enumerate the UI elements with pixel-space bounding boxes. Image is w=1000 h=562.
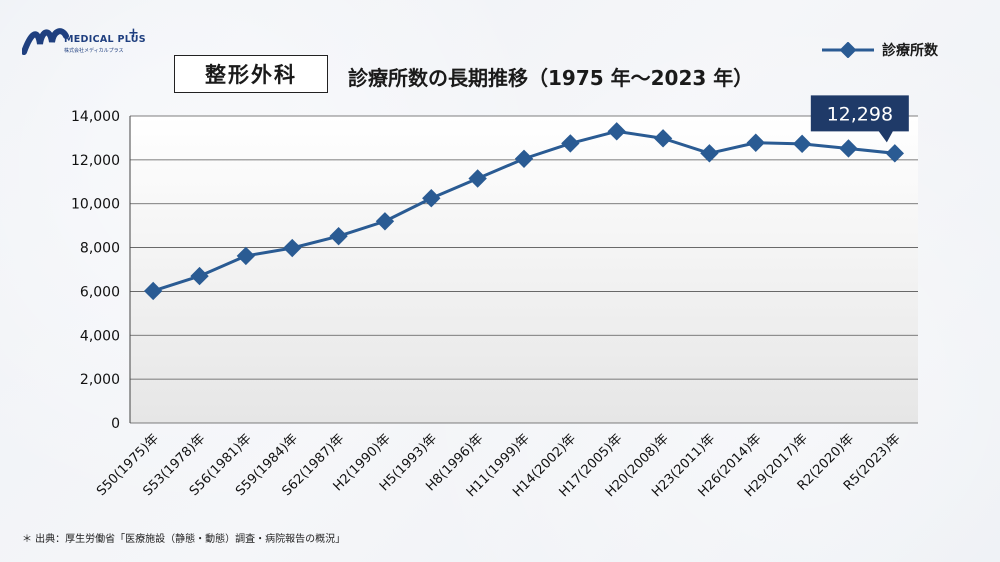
data-point-marker <box>375 212 395 231</box>
data-point-marker <box>607 122 626 141</box>
y-tick-label: 6,000 <box>80 284 120 300</box>
medical-plus-logo <box>22 28 69 55</box>
data-point-marker <box>700 144 719 163</box>
specialty-label: 整形外科 <box>174 55 328 93</box>
value-callout: 12,298 <box>810 95 909 143</box>
legend-line-marker-icon <box>822 42 874 58</box>
data-point-marker <box>468 169 487 188</box>
logo-plus-mark: + <box>128 26 139 41</box>
data-point-marker <box>839 139 858 158</box>
legend: 診療所数 <box>820 40 938 60</box>
y-tick-label: 0 <box>111 416 120 432</box>
logo-subtitle: 株式会社メディカルプラス <box>64 48 124 54</box>
y-tick-label: 12,000 <box>71 153 120 169</box>
x-axis-ticks: S50(1975)年S53(1978)年S56(1981)年S59(1984)年… <box>94 431 904 500</box>
y-tick-label: 14,000 <box>71 109 120 125</box>
data-point-marker <box>283 238 302 258</box>
callout-value: 12,298 <box>827 103 893 125</box>
data-point-marker <box>885 144 905 163</box>
grid-lines <box>129 115 918 424</box>
data-point-marker <box>236 246 256 266</box>
y-tick-label: 8,000 <box>80 241 120 257</box>
data-point-marker <box>329 226 348 246</box>
data-point-marker <box>561 134 580 153</box>
data-point-marker <box>514 149 534 168</box>
series-layer <box>143 122 905 301</box>
data-point-marker <box>653 129 673 148</box>
data-point-marker <box>792 134 812 154</box>
data-point-marker <box>746 133 765 152</box>
y-axis-ticks: 0 2,000 4,000 6,000 8,000 10,000 12,000 14,000 <box>71 109 120 432</box>
source-note: ＊ 出典：厚生労働省「医療施設（静態・動態）調査・病院報告の概況」 <box>22 534 346 545</box>
data-point-marker <box>422 189 441 208</box>
legend-label: 診療所数 <box>882 43 938 59</box>
data-point-marker <box>190 266 209 286</box>
y-tick-label: 10,000 <box>71 197 120 213</box>
callout-box <box>810 95 909 143</box>
y-tick-label: 2,000 <box>80 372 120 388</box>
logo-brand-name: MEDICAL PLUS <box>64 34 146 45</box>
data-point-marker <box>143 281 163 301</box>
y-tick-label: 4,000 <box>80 328 120 344</box>
chart-title: 診療所数の長期推移（1975 年～2023 年） <box>348 66 754 90</box>
